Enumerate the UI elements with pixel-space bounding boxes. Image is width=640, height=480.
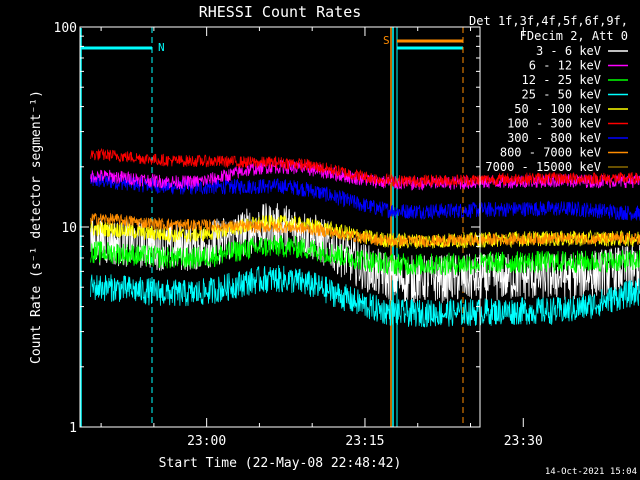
- x-tick-label: 23:15: [345, 434, 384, 449]
- series-line-800-7000-keV: [90, 213, 640, 248]
- series-layer: [90, 147, 640, 328]
- legend-label: 50 - 100 keV: [514, 102, 601, 116]
- n-flag-label: N: [158, 41, 165, 54]
- legend-header-line-1: Det 1f,3f,4f,5f,6f,9f,: [469, 14, 628, 28]
- legend-label: 25 - 50 keV: [522, 88, 601, 102]
- legend: Det 1f,3f,4f,5f,6f,9f, FDecim 2, Att 0 3…: [469, 14, 628, 174]
- s-flag-label: S: [383, 34, 390, 47]
- legend-header-line-2: FDecim 2, Att 0: [520, 29, 628, 43]
- legend-label: 7000 - 15000 keV: [485, 160, 601, 174]
- legend-label: 12 - 25 keV: [522, 73, 601, 87]
- y-tick-label: 1: [69, 421, 77, 436]
- x-axis-label: Start Time (22-May-08 22:48:42): [159, 456, 402, 471]
- series-line-100-300-keV: [90, 147, 640, 188]
- x-tick-label: 23:30: [504, 434, 543, 449]
- chart-title: RHESSI Count Rates: [199, 3, 362, 21]
- legend-label: 100 - 300 keV: [507, 117, 601, 131]
- y-tick-label: 100: [54, 21, 77, 36]
- x-tick-label: 23:00: [187, 434, 226, 449]
- series-line-50-100-keV: [90, 214, 640, 249]
- legend-label: 6 - 12 keV: [529, 59, 601, 73]
- timestamp: 14-Oct-2021 15:04: [545, 467, 637, 477]
- series-line-25-50-keV: [90, 265, 640, 328]
- y-axis-label: Count Rate (s⁻¹ detector segment⁻¹): [29, 90, 44, 364]
- series-line-12-25-keV: [90, 235, 640, 276]
- legend-label: 300 - 800 keV: [507, 131, 601, 145]
- legend-label: 800 - 7000 keV: [500, 146, 601, 160]
- y-tick-label: 10: [61, 221, 77, 236]
- legend-label: 3 - 6 keV: [536, 44, 601, 58]
